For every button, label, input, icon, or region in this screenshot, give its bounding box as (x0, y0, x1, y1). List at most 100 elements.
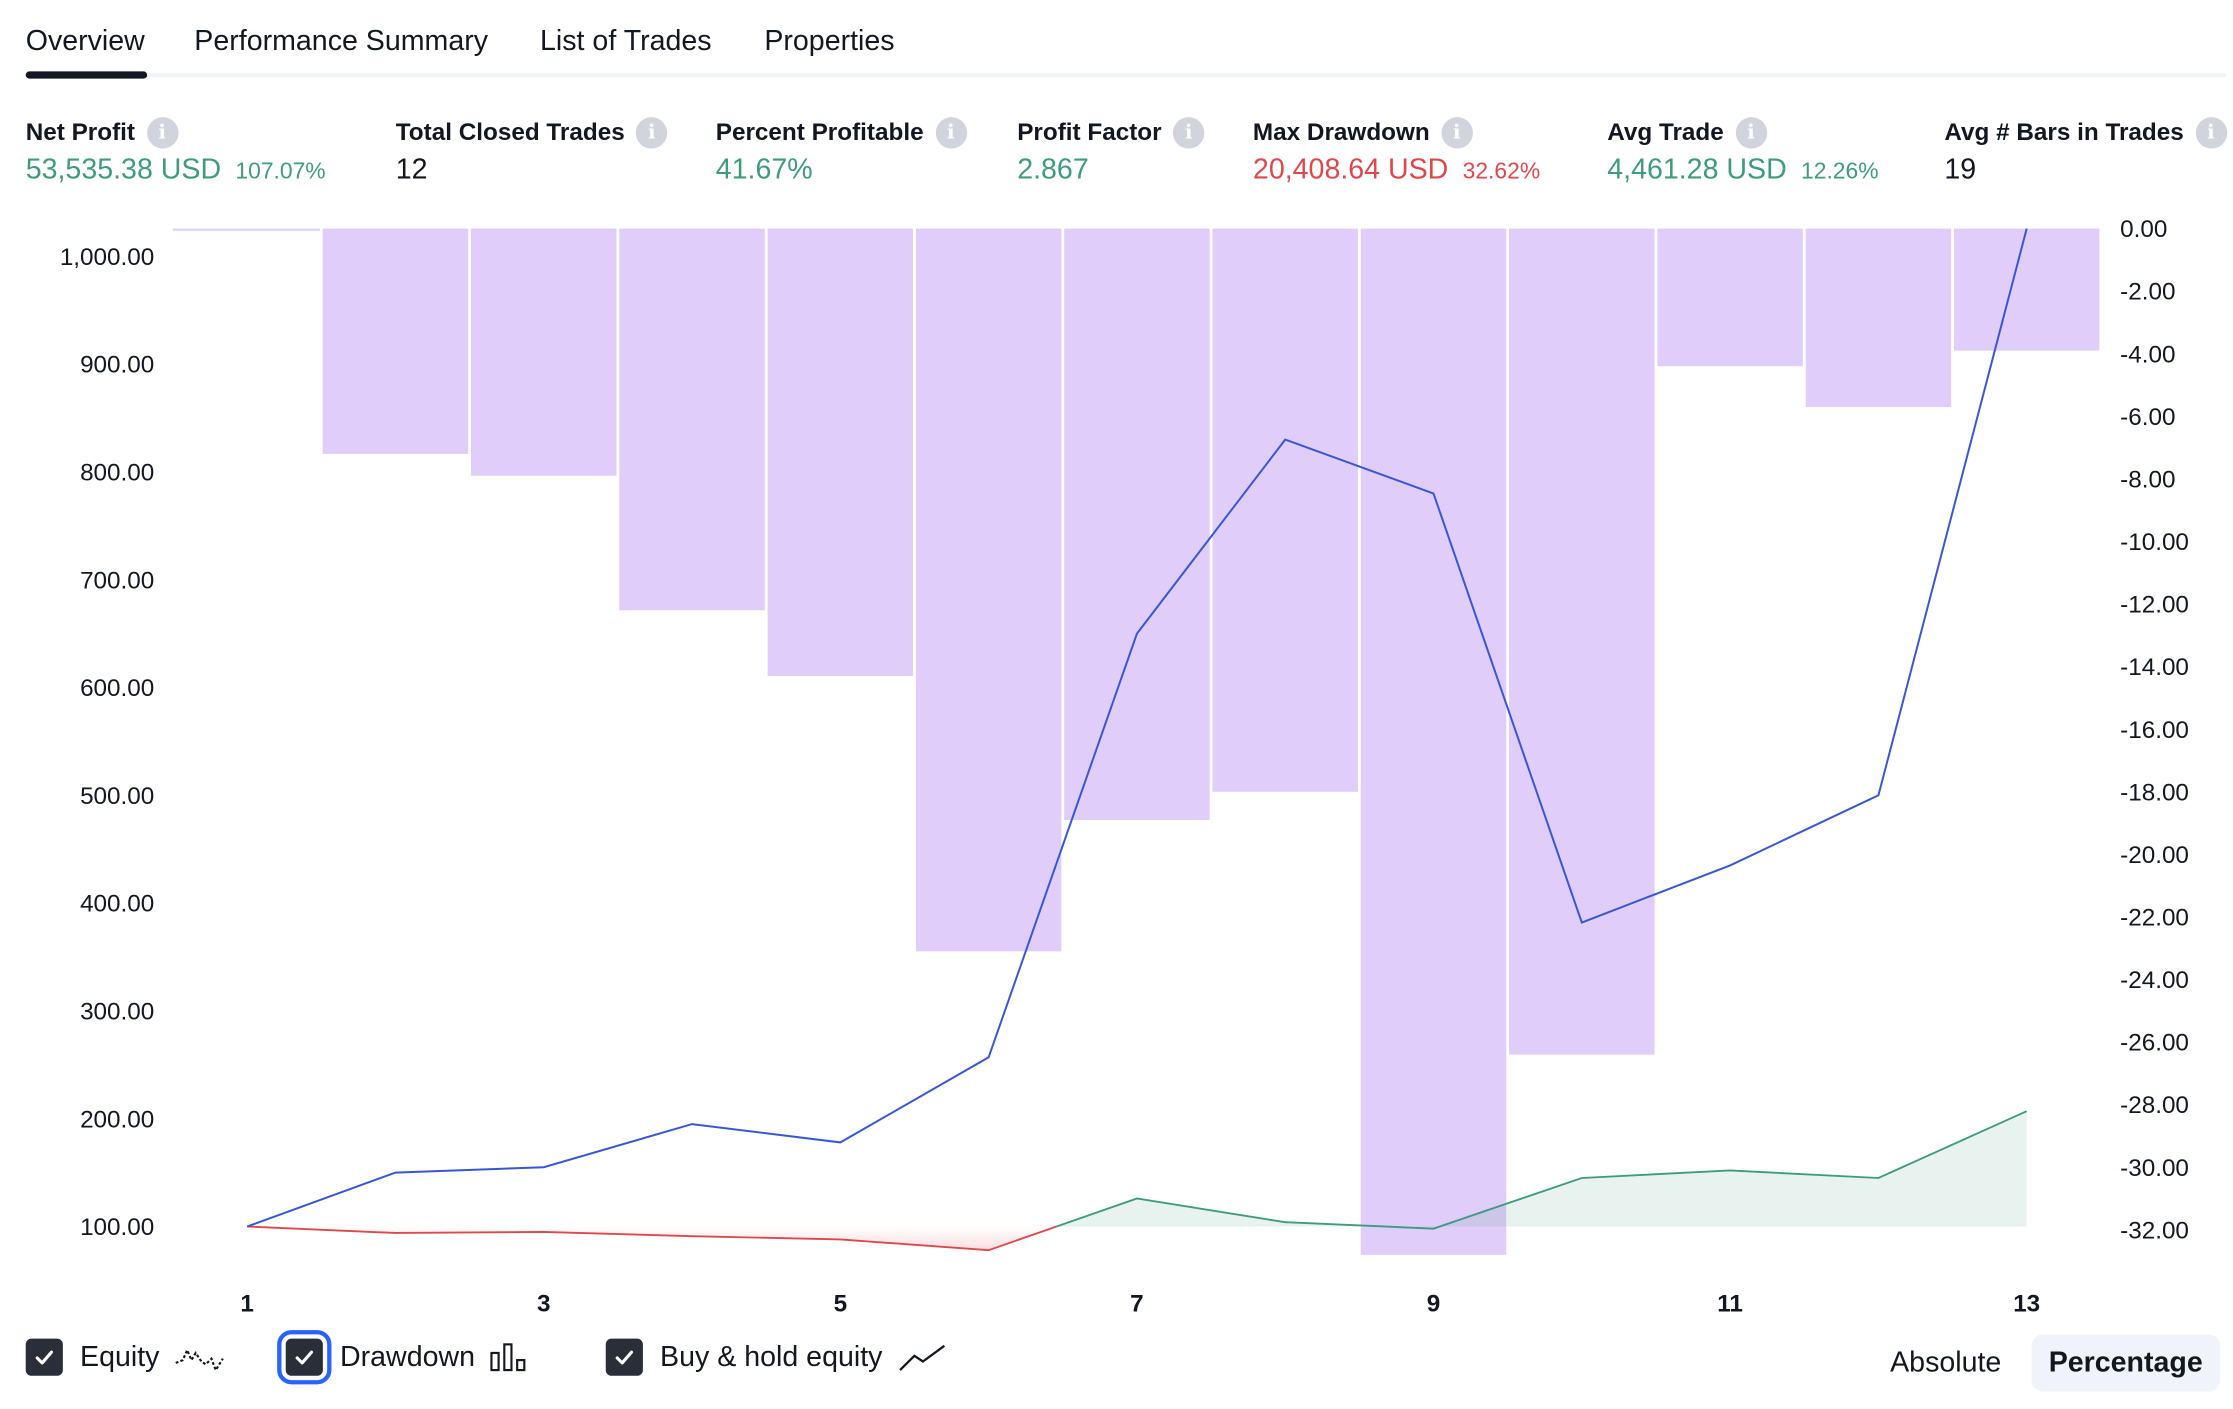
tab-active-indicator (25, 71, 148, 79)
buy-hold-positive-line (1056, 1110, 2028, 1230)
stat-net-profit: Net Profit i 53,535.38 USD 107.07% (26, 117, 326, 187)
equity-line (246, 228, 2028, 1228)
stat-value: 4,461.28 USD (1607, 154, 1787, 186)
x-axis-tick-label: 3 (537, 1291, 551, 1318)
stat-percent: 107.07% (235, 160, 326, 185)
x-axis-tick-label: 11 (1717, 1291, 1743, 1318)
drawdown-bar (1509, 228, 1655, 1055)
stat-label: Avg # Bars in Trades (1944, 118, 2184, 146)
left-axis-tick-label: 1,000.00 (60, 244, 154, 271)
right-axis-tick-label: -22.00 (2120, 904, 2189, 931)
info-icon[interactable]: i (1441, 117, 1473, 149)
stat-value: 20,408.64 USD (1252, 154, 1449, 186)
stat-profit-factor: Profit Factor i 2.867 (1017, 117, 1205, 187)
line-chart-icon (897, 1342, 948, 1373)
equity-chart[interactable]: 100.00 200.00 300.00 400.00 500.00 600.00 700.… (0, 0, 2233, 1329)
stat-percent-profitable: Percent Profitable i 41.67% (716, 117, 967, 187)
drawdown-bar (322, 228, 469, 454)
stat-label: Profit Factor (1017, 118, 1162, 146)
bar-chart-icon (489, 1342, 532, 1373)
stat-label: Net Profit (25, 118, 136, 146)
right-axis-tick-label: -28.00 (2120, 1092, 2189, 1119)
info-icon[interactable]: i (1735, 117, 1767, 149)
drawdown-bar (1657, 228, 1803, 367)
check-icon (35, 1350, 54, 1365)
tab-properties[interactable]: Properties (764, 25, 895, 58)
right-axis-tick-label: -6.00 (2120, 404, 2175, 431)
left-axis-tick-label: 700.00 (80, 567, 154, 594)
right-axis-tick-label: -26.00 (2120, 1030, 2189, 1057)
legend-equity[interactable]: Equity (25, 1338, 225, 1376)
left-axis-tick-label: 200.00 (80, 1106, 154, 1133)
drawdown-bar (1064, 228, 1210, 820)
tab-overview[interactable]: Overview (25, 25, 145, 58)
drawdown-bar (915, 228, 1062, 952)
stat-value: 41.67% (715, 154, 813, 186)
legend-drawdown[interactable]: Drawdown (277, 1330, 532, 1385)
drawdown-bar (1953, 228, 2100, 351)
buy-hold-checkbox[interactable] (605, 1338, 643, 1376)
absolute-mode-button[interactable]: Absolute (1890, 1346, 2002, 1378)
right-axis-tick-label: -10.00 (2120, 529, 2189, 556)
right-axis-tick-label: -18.00 (2120, 779, 2189, 806)
tab-list-of-trades[interactable]: List of Trades (540, 25, 712, 58)
x-axis-tick-label: 13 (2013, 1291, 2040, 1318)
drawdown-bar (1360, 228, 1507, 1255)
right-axis-tick-label: -2.00 (2120, 279, 2175, 306)
stat-label: Total Closed Trades (395, 118, 625, 146)
left-axis-tick-label: 800.00 (80, 460, 154, 487)
stat-label: Avg Trade (1607, 118, 1724, 146)
drawdown-bar (619, 228, 765, 611)
stat-percent: 12.26% (1801, 160, 1879, 185)
equity-checkbox[interactable] (25, 1338, 63, 1376)
legend-label: Equity (80, 1340, 160, 1373)
stat-total-closed-trades: Total Closed Trades i 12 (396, 117, 668, 187)
check-icon (295, 1350, 314, 1365)
left-axis-tick-label: 600.00 (80, 675, 154, 702)
percentage-mode-button[interactable]: Percentage (2031, 1334, 2220, 1392)
right-axis-tick-label: -8.00 (2120, 466, 2175, 493)
right-axis-tick-label: -4.00 (2120, 341, 2175, 368)
buy-hold-negative-line (247, 1225, 1057, 1252)
left-axis-tick-label: 400.00 (80, 891, 154, 918)
left-axis-tick-label: 500.00 (80, 783, 154, 810)
drawdown-bar (172, 228, 320, 231)
info-icon[interactable]: i (2195, 117, 2227, 149)
left-axis-tick-label: 100.00 (80, 1214, 154, 1241)
drawdown-bar (767, 228, 914, 676)
stat-avg-bars: Avg # Bars in Trades i 19 (1944, 117, 2227, 187)
legend-label: Drawdown (340, 1340, 476, 1373)
drawdown-bar (471, 228, 617, 476)
right-axis-tick-label: -14.00 (2120, 654, 2189, 681)
info-icon[interactable]: i (935, 117, 967, 149)
info-icon[interactable]: i (146, 117, 178, 149)
right-axis-tick-label: -32.00 (2120, 1217, 2189, 1244)
check-icon (615, 1350, 634, 1365)
legend-label: Buy & hold equity (660, 1340, 883, 1373)
right-axis-tick-label: -16.00 (2120, 717, 2189, 744)
right-axis-tick-label: 0.00 (2120, 216, 2167, 243)
stat-value: 53,535.38 USD (25, 154, 222, 186)
legend-buy-hold[interactable]: Buy & hold equity (605, 1338, 948, 1376)
x-axis-tick-label: 1 (240, 1291, 254, 1318)
right-axis-tick-label: -12.00 (2120, 592, 2189, 619)
tab-bar-underline (25, 72, 2226, 78)
stat-label: Max Drawdown (1252, 118, 1430, 146)
x-axis-tick-label: 9 (1427, 1291, 1441, 1318)
tab-performance-summary[interactable]: Performance Summary (194, 25, 489, 58)
stat-percent: 32.62% (1462, 160, 1541, 185)
drawdown-checkbox[interactable] (277, 1330, 332, 1385)
info-icon[interactable]: i (636, 117, 668, 149)
stat-value: 2.867 (1017, 154, 1089, 186)
buy-hold-positive-area (1056, 1111, 2027, 1229)
right-axis-tick-label: -24.00 (2120, 967, 2189, 994)
x-axis-tick-label: 7 (1130, 1291, 1144, 1318)
info-icon[interactable]: i (1173, 117, 1205, 149)
right-axis-tick-label: -20.00 (2120, 842, 2189, 869)
drawdown-bar (1805, 228, 1952, 407)
stat-value: 19 (1944, 154, 1977, 186)
stat-avg-trade: Avg Trade i 4,461.28 USD 12.26% (1607, 117, 1879, 187)
right-axis-tick-label: -30.00 (2120, 1155, 2189, 1182)
left-axis-tick-label: 300.00 (80, 998, 154, 1025)
